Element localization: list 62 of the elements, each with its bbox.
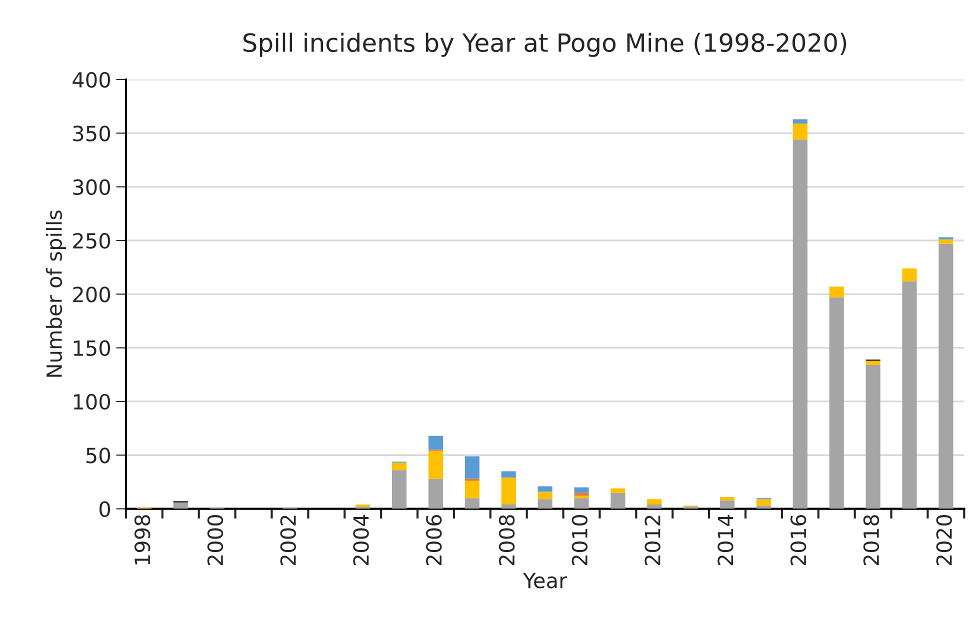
- y-tick-label: 250: [73, 232, 110, 249]
- bar: [610, 488, 626, 493]
- x-tick-label: 2020: [936, 515, 952, 566]
- bar: [902, 281, 917, 509]
- x-tick-label: 1998: [134, 515, 150, 564]
- x-tick-label: 2014: [718, 514, 734, 566]
- x-tick-label: 2004: [353, 514, 369, 566]
- x-axis-title: Year: [522, 572, 568, 588]
- x-tick-label: 2006: [426, 514, 442, 566]
- bar: [501, 471, 516, 478]
- bar: [574, 487, 589, 493]
- bar: [720, 496, 735, 500]
- bar: [501, 504, 516, 509]
- y-tick-label: 100: [74, 394, 110, 410]
- y-tick-label: 350: [73, 126, 110, 142]
- bar: [938, 239, 954, 244]
- y-tick-label: 150: [74, 340, 110, 356]
- x-tick-label: 2010: [572, 515, 588, 566]
- bar: [866, 364, 880, 509]
- bar: [792, 140, 808, 509]
- bar: [538, 499, 552, 509]
- bar: [610, 492, 626, 509]
- bar: [464, 498, 480, 509]
- bar: [464, 456, 480, 479]
- bar: [829, 297, 844, 509]
- bar: [538, 492, 552, 500]
- bar: [902, 268, 917, 282]
- bar: [428, 450, 444, 479]
- x-tick-label: 2002: [280, 516, 296, 566]
- bar: [574, 498, 589, 509]
- bar: [866, 360, 880, 365]
- bar: [756, 506, 772, 509]
- bar: [647, 504, 662, 509]
- bar: [464, 480, 480, 498]
- bar: [938, 244, 954, 509]
- bar: [392, 462, 407, 470]
- x-tick-label: 2018: [863, 515, 880, 566]
- x-tick-label: 2016: [790, 514, 806, 566]
- y-tick-label: 0: [100, 501, 110, 518]
- bar: [501, 478, 516, 505]
- bar: [538, 486, 552, 492]
- x-tick-label: 2000: [207, 515, 224, 566]
- bar: [829, 286, 844, 298]
- y-tick-label: 50: [86, 448, 110, 464]
- x-tick-label: 2008: [498, 515, 515, 566]
- bar: [574, 496, 589, 498]
- y-axis-title: Number of spills: [46, 210, 66, 377]
- chart-title: Spill incidents by Year at Pogo Mine (1998-2020): [243, 32, 846, 57]
- bar: [756, 499, 772, 506]
- x-tick-label: 2012: [644, 516, 660, 566]
- bar: [173, 502, 188, 509]
- bar: [720, 500, 735, 509]
- y-tick-label: 200: [73, 286, 110, 302]
- y-tick-label: 400: [72, 72, 110, 88]
- bar: [392, 470, 407, 509]
- bar: [792, 124, 808, 140]
- bar: [647, 499, 662, 505]
- bar: [428, 436, 444, 450]
- bar: [428, 478, 444, 509]
- bar: [574, 492, 589, 496]
- bar: [792, 119, 808, 124]
- y-tick-label: 300: [73, 179, 110, 196]
